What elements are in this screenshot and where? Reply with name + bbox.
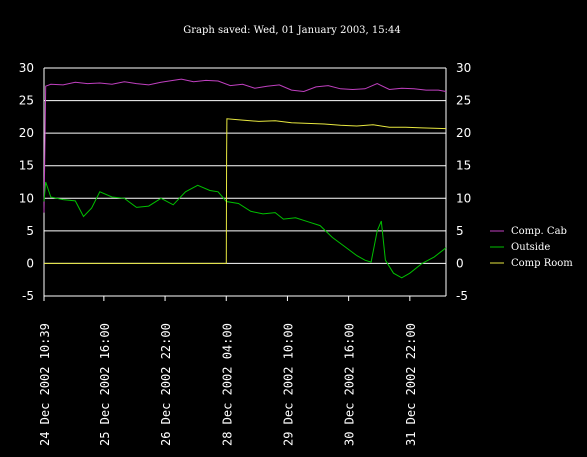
series-line-comp-cab — [43, 78, 447, 213]
y-tick-label-right: -5 — [456, 289, 468, 303]
x-tick-label: 24 Dec 2002 10:39 — [38, 323, 52, 446]
y-tick-label-left: 5 — [26, 224, 34, 238]
y-axis-right-ticks: -5 0 5 10 15 20 25 30 — [456, 61, 471, 303]
y-tick-label-left: 10 — [19, 191, 34, 205]
y-tick-label-right: 15 — [456, 159, 471, 173]
series-line-comp-room — [44, 118, 447, 264]
legend-label: Comp. Cab — [511, 226, 567, 237]
y-tick-label-right: 20 — [456, 126, 471, 140]
chart-title: Graph saved: Wed, 01 January 2003, 15:44 — [183, 25, 400, 36]
y-tick-label-right: 10 — [456, 191, 471, 205]
x-tick-label: 26 Dec 2002 22:00 — [159, 323, 173, 446]
y-tick-label-left: 20 — [19, 126, 34, 140]
axes — [43, 68, 447, 296]
legend-label: Outside — [511, 242, 550, 253]
x-tick-label: 28 Dec 2002 04:00 — [220, 323, 234, 446]
x-tick-label: 25 Dec 2002 16:00 — [98, 323, 112, 446]
y-tick-label-right: 0 — [456, 256, 464, 270]
y-tick-label-right: 30 — [456, 61, 471, 75]
gridlines — [44, 67, 446, 297]
legend-label: Comp Room — [511, 258, 573, 269]
y-tick-label-right: 25 — [456, 94, 471, 108]
y-tick-label-left: 30 — [19, 61, 34, 75]
y-tick-label-left: 25 — [19, 94, 34, 108]
x-tick-label: 30 Dec 2002 16:00 — [343, 323, 357, 446]
y-tick-label-left: -5 — [22, 289, 34, 303]
x-axis-ticks: 24 Dec 2002 10:39 25 Dec 2002 16:00 26 Dec… — [38, 296, 418, 446]
y-tick-label-left: 15 — [19, 159, 34, 173]
x-tick-label: 29 Dec 2002 10:00 — [281, 323, 295, 446]
series-line-outside — [43, 181, 447, 279]
y-tick-label-right: 5 — [456, 224, 464, 238]
x-tick-label: 31 Dec 2002 22:00 — [404, 323, 418, 446]
legend: Comp. Cab Outside Comp Room — [490, 226, 573, 269]
series-lines — [43, 78, 447, 279]
y-tick-label-left: 0 — [26, 256, 34, 270]
y-axis-left-ticks: -5 0 5 10 15 20 25 30 — [19, 61, 34, 303]
